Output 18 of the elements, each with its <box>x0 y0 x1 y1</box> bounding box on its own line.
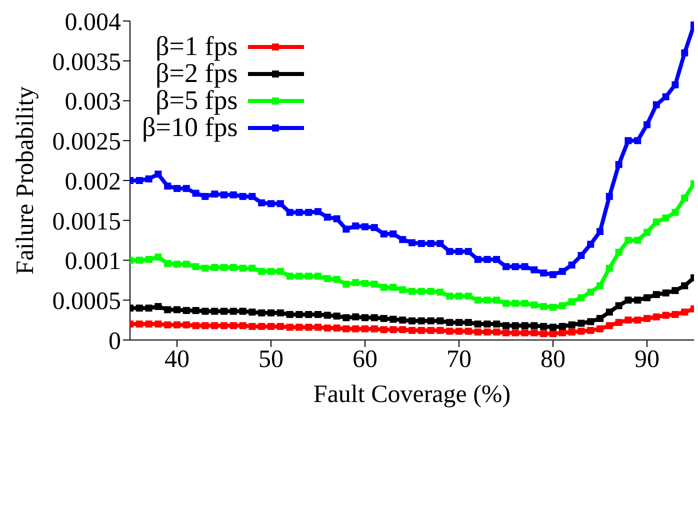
x-tick-label: 60 <box>352 346 378 373</box>
x-axis-title: Fault Coverage (%) <box>313 381 511 408</box>
x-tick-label: 50 <box>258 346 284 373</box>
x-tick-label: 40 <box>164 346 190 373</box>
y-tick-label: 0.0025 <box>52 128 121 156</box>
y-tick-label: 0.003 <box>64 88 121 116</box>
y-tick-label: 0.002 <box>64 168 121 196</box>
x-tick-label: 70 <box>446 346 472 373</box>
y-tick-label: 0 <box>108 328 121 355</box>
y-tick-label: 0.0015 <box>52 208 121 236</box>
y-tick-label: 0.001 <box>64 248 121 276</box>
legend-label: β=1 fps <box>156 31 238 61</box>
y-tick-label: 0.0035 <box>52 48 121 76</box>
y-tick-label: 0.0005 <box>52 288 121 315</box>
x-tick-label: 80 <box>540 346 566 373</box>
y-tick-label: 0.004 <box>64 8 122 36</box>
y-axis-title: Failure Probability <box>12 86 39 275</box>
x-tick-label: 90 <box>634 346 660 373</box>
